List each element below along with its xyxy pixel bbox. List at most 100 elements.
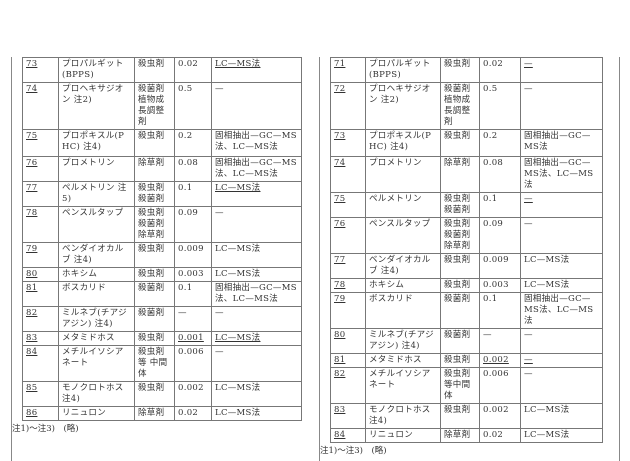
table-row: 76 プロメトリン 除草剤 0.08 固相抽出—GC—MS法、LC—MS法 — [22, 156, 302, 182]
table-row: 73 プロポキスル(PHC) 注4) 殺虫剤 0.2 固相抽出—GC—MS法 — [330, 129, 603, 157]
standard-value: 0.1 — [174, 281, 212, 307]
row-number: 78 — [22, 206, 59, 243]
usage: 殺虫剤 — [440, 353, 480, 368]
substance-name: ベンダイオカルブ 注4) — [58, 242, 135, 268]
substance-name: プロパルギット(BPPS) — [365, 57, 441, 83]
standard-value: 0.1 — [479, 192, 521, 218]
left-margin-line — [11, 57, 12, 461]
usage: 殺虫剤 — [440, 403, 480, 429]
footnote-left: 注1)～注3) (略) — [12, 424, 79, 434]
usage: 殺菌剤 — [440, 328, 480, 354]
substance-name: モノクロトホス 注4) — [58, 381, 135, 407]
test-method: 固相抽出—GC—MS法、LC—MS法 — [211, 156, 302, 182]
table-row: 79 ボスカリド 殺菌剤 0.1 固相抽出—GC—MS法、LC—MS法 — [330, 292, 603, 329]
test-method: LC—MS法 — [211, 331, 302, 346]
row-number: 80 — [22, 267, 59, 282]
test-method: — — [520, 192, 603, 218]
row-number: 74 — [330, 156, 366, 193]
substance-name: ペルメトリン 注5) — [58, 181, 135, 207]
standard-value: 0.001 — [174, 331, 212, 346]
substance-name: ホキシム — [58, 267, 135, 282]
usage: 殺虫剤 — [440, 278, 480, 293]
table-row: 75 プロポキスル(PHC) 注4) 殺虫剤 0.2 固相抽出—GC—MS法、LC—MS… — [22, 129, 302, 157]
usage: 除草剤 — [134, 156, 175, 182]
standard-value: 0.08 — [174, 156, 212, 182]
table-row: 77 ベンダイオカルブ 注4) 殺虫剤 0.009 LC—MS法 — [330, 253, 603, 279]
substance-name: ベンダイオカルブ 注4) — [365, 253, 441, 279]
substance-name: ミルネブ(チアジアジン) 注4) — [365, 328, 441, 354]
test-method: — — [211, 306, 302, 332]
table-row: 83 モノクロトホス 注4) 殺虫剤 0.002 LC—MS法 — [330, 403, 603, 429]
usage: 殺虫剤 殺菌剤 除草剤 — [440, 217, 480, 254]
test-method: 固相抽出—GC—MS法、LC—MS法 — [211, 129, 302, 157]
substance-name: ペンスルタップ — [365, 217, 441, 254]
substance-name: リニュロン — [365, 428, 441, 443]
test-method: 固相抽出—GC—MS法、LC—MS法 — [211, 281, 302, 307]
standard-value: 0.02 — [479, 428, 521, 443]
standard-value: 0.009 — [174, 242, 212, 268]
row-number: 82 — [22, 306, 59, 332]
table-row: 80 ミルネブ(チアジアジン) 注4) 殺菌剤 — — — [330, 328, 603, 354]
footnote-right: 注1)～注3) (略) — [320, 446, 387, 456]
row-number: 79 — [22, 242, 59, 268]
row-number: 86 — [22, 406, 59, 421]
usage: 殺虫剤 — [134, 57, 175, 83]
usage: 殺菌剤 植物成長調整剤 — [134, 82, 175, 130]
table-row: 77 ペルメトリン 注5) 殺虫剤 殺菌剤 0.1 LC—MS法 — [22, 181, 302, 207]
usage: 除草剤 — [134, 406, 175, 421]
row-number: 79 — [330, 292, 366, 329]
usage: 殺虫剤 — [440, 57, 480, 83]
usage: 除草剤 — [440, 428, 480, 443]
row-number: 85 — [22, 381, 59, 407]
usage: 殺虫剤 殺菌剤 — [134, 181, 175, 207]
standard-value: 0.003 — [479, 278, 521, 293]
table-row: 73 プロパルギット(BPPS) 殺虫剤 0.02 LC—MS法 — [22, 57, 302, 83]
test-method: — — [211, 345, 302, 382]
table-row: 85 モノクロトホス 注4) 殺虫剤 0.002 LC—MS法 — [22, 381, 302, 407]
substance-name: ペンスルタップ — [58, 206, 135, 243]
test-method: LC—MS法 — [211, 267, 302, 282]
test-method: LC—MS法 — [211, 242, 302, 268]
substance-name: モノクロトホス 注4) — [365, 403, 441, 429]
test-method: LC—MS法 — [211, 406, 302, 421]
substance-name: プロヘキサジオン 注2) — [365, 82, 441, 130]
usage: 殺虫剤 — [134, 267, 175, 282]
row-number: 75 — [330, 192, 366, 218]
substance-name: プロメトリン — [58, 156, 135, 182]
row-number: 84 — [22, 345, 59, 382]
row-number: 83 — [22, 331, 59, 346]
row-number: 77 — [330, 253, 366, 279]
table-row: 80 ホキシム 殺虫剤 0.003 LC—MS法 — [22, 267, 302, 282]
usage: 殺虫剤等 中間体 — [134, 345, 175, 382]
substance-name: メチルイソシアネート — [58, 345, 135, 382]
table-row: 82 メチルイソシアネート 殺虫剤等中間体 0.006— — [330, 367, 603, 404]
usage: 殺虫剤等中間体 — [440, 367, 480, 404]
usage: 殺菌剤 — [134, 281, 175, 307]
test-method: 固相抽出—GC—MS法、LC—MS法 — [520, 156, 603, 193]
substance-name: プロメトリン — [365, 156, 441, 193]
standard-value: 0.002 — [479, 353, 521, 368]
test-method: — — [520, 328, 603, 354]
standard-value: 0.5 — [479, 82, 521, 130]
usage: 殺菌剤 — [134, 306, 175, 332]
row-number: 76 — [22, 156, 59, 182]
table-row: 74 プロヘキサジオン 注2) 殺菌剤 植物成長調整剤 0.5— — [22, 82, 302, 130]
standard-value: — — [479, 328, 521, 354]
standard-value: 0.003 — [174, 267, 212, 282]
table-row: 75 ペルメトリン 殺虫剤 殺菌剤 0.1— — [330, 192, 603, 218]
standard-value: 0.002 — [479, 403, 521, 429]
standard-value: 0.02 — [174, 57, 212, 83]
substance-name: メチルイソシアネート — [365, 367, 441, 404]
usage: 殺菌剤 植物成長調整剤 — [440, 82, 480, 130]
row-number: 73 — [22, 57, 59, 83]
table-row: 86 リニュロン 除草剤 0.02 LC—MS法 — [22, 406, 302, 421]
table-row: 81 メタミドホス 殺虫剤 0.002— — [330, 353, 603, 368]
test-method: — — [211, 82, 302, 130]
table-row: 82 ミルネブ(チアジアジン) 注4) 殺菌剤 — — — [22, 306, 302, 332]
table-row: 72 プロヘキサジオン 注2) 殺菌剤 植物成長調整剤 0.5— — [330, 82, 603, 130]
row-number: 76 — [330, 217, 366, 254]
standard-value: 0.02 — [174, 406, 212, 421]
substance-name: ペルメトリン — [365, 192, 441, 218]
standard-value: 0.006 — [479, 367, 521, 404]
standard-value: 0.5 — [174, 82, 212, 130]
